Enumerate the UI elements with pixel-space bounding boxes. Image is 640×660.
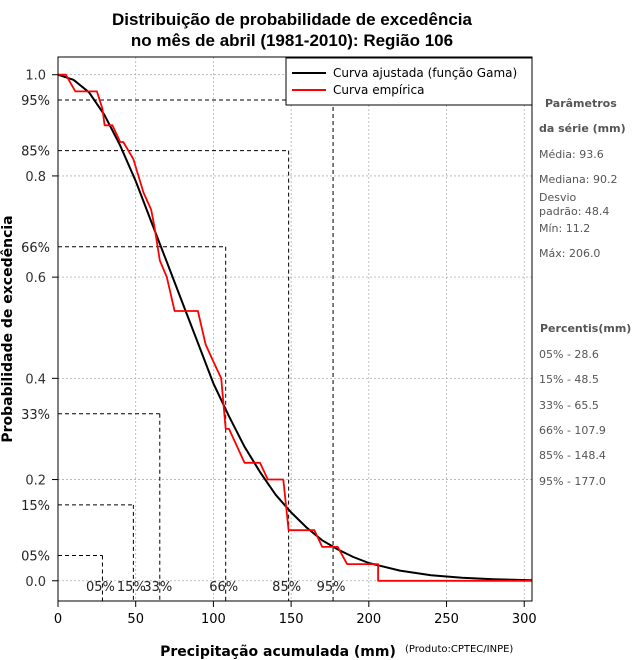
percentil-85: 85% - 148.4 — [539, 449, 606, 462]
chart-title-line2: no mês de abril (1981-2010): Região 106 — [131, 31, 453, 50]
param-desvio-1: Desvio — [539, 191, 577, 204]
axes: 0 50 100 150 200 250 300 0.0 0.2 0.4 0.6 0.8 1.0 05% 0… — [21, 69, 537, 627]
percentil-66: 66% - 107.9 — [539, 424, 606, 437]
percentile-y-label: 85% — [21, 145, 50, 160]
x-tick-label: 250 — [434, 612, 459, 627]
y-tick-label: 0.6 — [25, 271, 46, 286]
percentil-15: 15% - 48.5 — [539, 373, 599, 386]
legend-label-fitted: Curva ajustada (função Gama) — [333, 66, 517, 80]
param-min: Mín: 11.2 — [539, 222, 590, 235]
params-heading-1: Parâmetros — [545, 97, 617, 110]
fitted-curve-line — [57, 73, 533, 582]
percentis-heading: Percentis(mm) — [540, 322, 631, 335]
percentil-95: 95% - 177.0 — [539, 475, 606, 488]
empirical-curve-line — [58, 73, 532, 582]
y-tick-label: 0.0 — [25, 575, 46, 590]
y-tick-label: 0.2 — [25, 474, 46, 489]
x-tick-label: 0 — [54, 612, 62, 627]
grid — [57, 57, 532, 601]
percentile-x-label: 95% — [317, 580, 346, 595]
percentile-x-label: 33% — [143, 580, 172, 595]
param-max: Máx: 206.0 — [539, 247, 600, 260]
percentil-33: 33% - 65.5 — [539, 399, 599, 412]
percentile-x-label: 66% — [209, 580, 238, 595]
legend-box — [285, 57, 533, 106]
x-tick-label: 200 — [356, 612, 381, 627]
series — [57, 73, 533, 582]
sidebar-parameters: Parâmetros da série (mm) Média: 93.6 Med… — [539, 97, 626, 260]
y-tick-label: 0.8 — [25, 170, 46, 185]
percentile-y-label: 33% — [21, 408, 50, 423]
param-desvio-2: padrão: 48.4 — [539, 205, 609, 218]
percentile-x-label: 85% — [272, 580, 301, 595]
param-mediana: Mediana: 90.2 — [539, 173, 617, 186]
params-heading-2: da série (mm) — [539, 122, 626, 135]
percentile-x-label: 05% — [86, 580, 115, 595]
plot-frame — [57, 56, 533, 602]
percentile-y-label: 95% — [21, 94, 50, 109]
percentile-x-label: 15% — [117, 580, 146, 595]
param-media: Média: 93.6 — [539, 148, 604, 161]
y-tick-label: 0.4 — [25, 372, 46, 387]
percentile-y-label: 15% — [21, 499, 50, 514]
sidebar-percentiles: Percentis(mm) 05% - 28.6 15% - 48.5 33% … — [539, 322, 631, 488]
legend: Curva ajustada (função Gama) Curva empír… — [285, 57, 533, 106]
credit-text: (Produto:CPTEC/INPE) — [405, 644, 513, 655]
percentile-y-label: 05% — [21, 549, 50, 564]
x-tick-label: 100 — [201, 612, 226, 627]
percentile-guides — [58, 99, 334, 601]
chart-title-line1: Distribuição de probabilidade de excedên… — [112, 10, 472, 29]
y-tick-label: 1.0 — [25, 69, 46, 84]
x-tick-label: 150 — [279, 612, 304, 627]
y-axis-label: Probabilidade de excedência — [0, 215, 16, 442]
x-tick-label: 50 — [127, 612, 144, 627]
percentile-y-label: 66% — [21, 241, 50, 256]
x-tick-label: 300 — [512, 612, 537, 627]
percentil-05: 05% - 28.6 — [539, 348, 599, 361]
legend-label-empirical: Curva empírica — [333, 83, 424, 97]
x-axis-label: Precipitação acumulada (mm) — [160, 644, 396, 660]
